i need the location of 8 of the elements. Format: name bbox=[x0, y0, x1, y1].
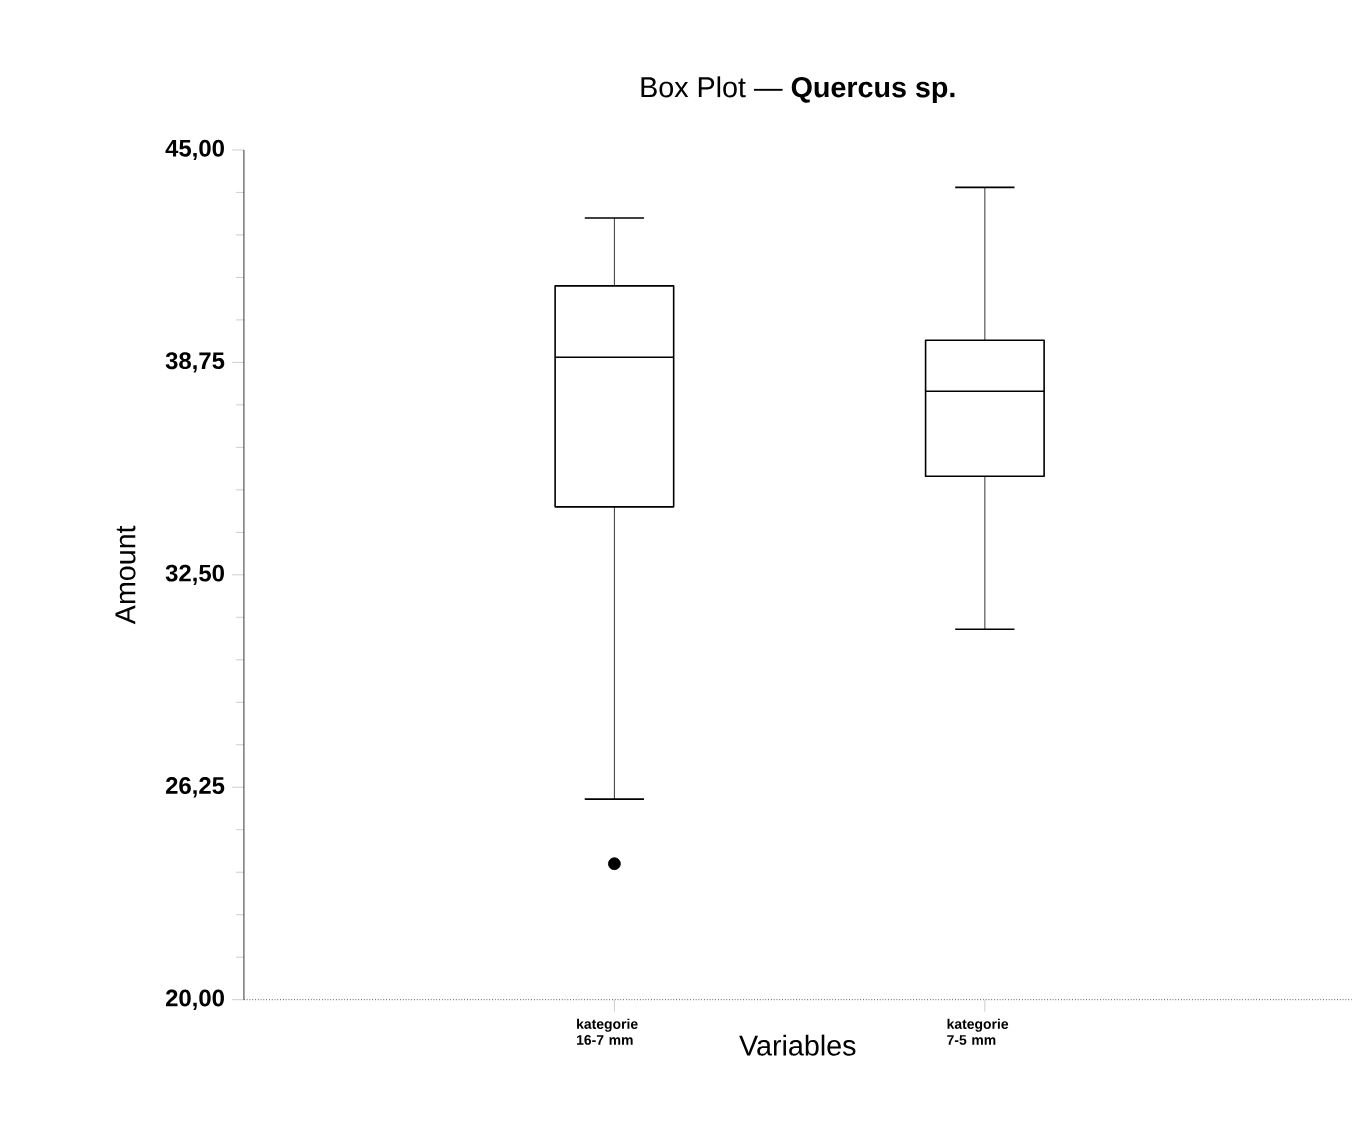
y-tick-label: 38,75 bbox=[165, 352, 225, 373]
y-tick-label: 26,25 bbox=[165, 777, 225, 798]
chart-title: Box Plot — Quercus sp. bbox=[641, 76, 955, 104]
y-tick-label: 32,50 bbox=[165, 564, 224, 586]
y-axis-title: Amount bbox=[115, 525, 136, 625]
x-axis-title: Variables bbox=[739, 1034, 856, 1056]
y-tick-label: 45,00 bbox=[165, 139, 224, 161]
y-tick-label: 20,00 bbox=[165, 989, 224, 1011]
